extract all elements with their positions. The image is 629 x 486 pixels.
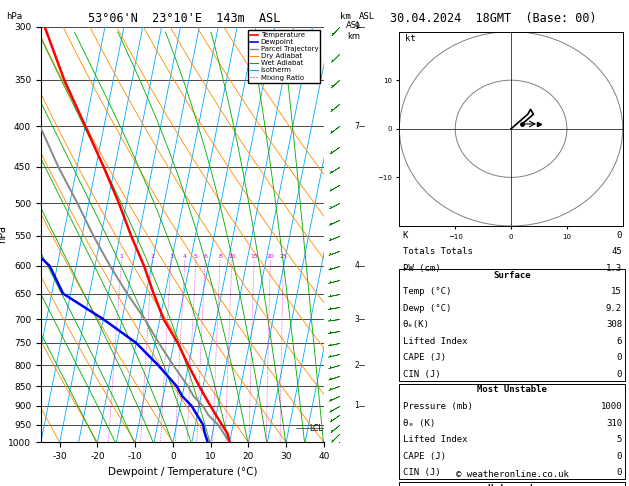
Text: 9: 9 [354, 22, 359, 31]
Text: 0: 0 [616, 353, 622, 363]
Text: Pressure (mb): Pressure (mb) [403, 402, 472, 411]
Text: 310: 310 [606, 418, 622, 428]
Text: 4: 4 [354, 261, 359, 270]
Text: 0: 0 [616, 451, 622, 461]
Text: ASL: ASL [359, 12, 375, 21]
Text: Totals Totals: Totals Totals [403, 247, 472, 257]
Legend: Temperature, Dewpoint, Parcel Trajectory, Dry Adiabat, Wet Adiabat, Isotherm, Mi: Temperature, Dewpoint, Parcel Trajectory… [248, 30, 320, 83]
Text: CAPE (J): CAPE (J) [403, 353, 445, 363]
Text: LCL: LCL [309, 424, 323, 433]
Text: K: K [403, 231, 408, 240]
Text: CAPE (J): CAPE (J) [403, 451, 445, 461]
Text: 3: 3 [169, 254, 173, 259]
Text: 308: 308 [606, 320, 622, 330]
Text: km: km [348, 32, 360, 40]
Text: CIN (J): CIN (J) [403, 370, 440, 379]
Text: Lifted Index: Lifted Index [403, 435, 467, 444]
Text: 15: 15 [611, 287, 622, 296]
Text: 45: 45 [611, 247, 622, 257]
Text: 0: 0 [616, 370, 622, 379]
Text: Most Unstable: Most Unstable [477, 385, 547, 395]
Text: Lifted Index: Lifted Index [403, 337, 467, 346]
Text: hPa: hPa [6, 12, 23, 21]
Text: 6: 6 [616, 337, 622, 346]
Text: 2: 2 [150, 254, 154, 259]
Text: Temp (°C): Temp (°C) [403, 287, 451, 296]
Text: 8: 8 [218, 254, 222, 259]
Text: km: km [340, 12, 350, 21]
Text: 0: 0 [616, 231, 622, 240]
Text: 5: 5 [616, 435, 622, 444]
Text: 30.04.2024  18GMT  (Base: 00): 30.04.2024 18GMT (Base: 00) [390, 12, 596, 25]
Text: 1: 1 [120, 254, 123, 259]
X-axis label: Dewpoint / Temperature (°C): Dewpoint / Temperature (°C) [108, 467, 257, 477]
Text: 6: 6 [203, 254, 207, 259]
Y-axis label: hPa: hPa [0, 226, 7, 243]
Text: 1.3: 1.3 [606, 264, 622, 273]
Text: 0: 0 [616, 468, 622, 477]
Text: 10: 10 [228, 254, 236, 259]
Text: Dewp (°C): Dewp (°C) [403, 304, 451, 313]
Text: 1000: 1000 [601, 402, 622, 411]
Text: CIN (J): CIN (J) [403, 468, 440, 477]
Text: 3: 3 [354, 314, 359, 324]
Text: 2: 2 [354, 361, 359, 370]
Text: PW (cm): PW (cm) [403, 264, 440, 273]
Text: kt: kt [405, 35, 416, 43]
Text: 5: 5 [194, 254, 198, 259]
Text: 4: 4 [183, 254, 187, 259]
Text: 25: 25 [279, 254, 287, 259]
Text: θₑ(K): θₑ(K) [403, 320, 430, 330]
Text: Surface: Surface [493, 271, 531, 280]
Text: 1: 1 [354, 401, 359, 410]
Text: 20: 20 [267, 254, 274, 259]
Text: © weatheronline.co.uk: © weatheronline.co.uk [455, 469, 569, 479]
Text: 7: 7 [354, 122, 359, 131]
Text: θₑ (K): θₑ (K) [403, 418, 435, 428]
Text: 53°06'N  23°10'E  143m  ASL: 53°06'N 23°10'E 143m ASL [88, 12, 281, 25]
Text: Hodograph: Hodograph [488, 484, 536, 486]
Text: ASL: ASL [347, 21, 362, 30]
Text: 15: 15 [250, 254, 258, 259]
Text: 9.2: 9.2 [606, 304, 622, 313]
